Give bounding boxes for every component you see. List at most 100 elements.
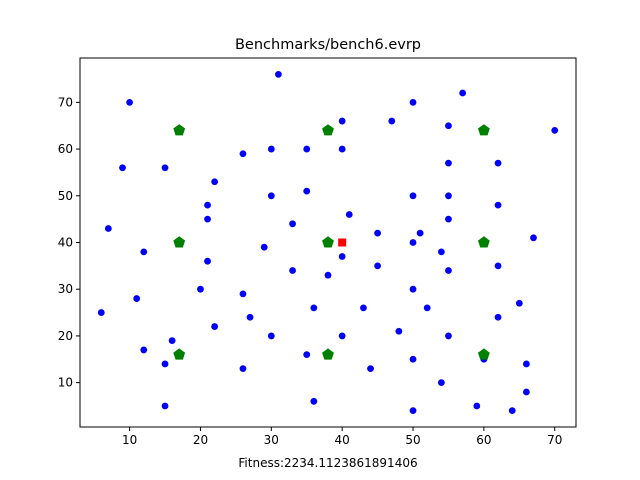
customer-point: [530, 234, 537, 242]
customer-point: [289, 267, 296, 274]
station-point: [173, 236, 186, 248]
customer-point: [211, 323, 219, 330]
customer-point: [275, 70, 282, 78]
customer-point: [437, 248, 445, 256]
customer-point: [551, 126, 559, 134]
customer-point: [388, 117, 396, 125]
customer-point: [246, 313, 254, 321]
chart-title: Benchmarks/bench6.evrp: [235, 37, 421, 53]
series-pentagon: [173, 124, 490, 360]
customer-point: [133, 295, 141, 302]
y-tick-label: 30: [58, 282, 73, 296]
x-tick-label: 30: [264, 433, 279, 447]
customer-point: [338, 332, 346, 340]
customer-point: [140, 248, 148, 256]
station-point: [173, 124, 186, 136]
customer-point: [409, 98, 417, 106]
customer-point: [303, 145, 311, 153]
x-tick-label: 20: [193, 433, 208, 447]
x-tick-label: 70: [547, 433, 562, 447]
y-tick-label: 60: [58, 142, 73, 156]
x-tick-label: 10: [122, 433, 137, 447]
series-square: [338, 238, 347, 247]
customer-point: [338, 253, 346, 260]
customer-point: [409, 355, 417, 363]
customer-point: [140, 346, 148, 354]
y-tick-label: 40: [58, 236, 73, 250]
customer-point: [360, 304, 367, 312]
depot-point: [338, 238, 347, 247]
customer-point: [445, 159, 452, 167]
customer-point: [204, 201, 211, 209]
customer-point: [239, 150, 247, 158]
customer-point: [409, 239, 417, 246]
customer-point: [239, 365, 247, 373]
customer-point: [161, 360, 169, 368]
x-tick-label: 60: [476, 433, 491, 447]
customer-point: [445, 215, 452, 223]
customer-point: [445, 267, 452, 274]
chart-axes: 10 20 30 40 50 60 70 10 20 30 40 50 60 70: [58, 57, 577, 447]
y-tick-label: 20: [58, 329, 73, 343]
customer-point: [97, 309, 105, 316]
series-circle: [97, 70, 559, 415]
customer-point: [523, 388, 530, 396]
customer-point: [508, 407, 516, 415]
customer-point: [303, 187, 311, 195]
customer-point: [267, 192, 275, 200]
station-point: [322, 236, 334, 248]
customer-point: [423, 304, 431, 312]
station-point: [173, 348, 186, 360]
chart-marks: [97, 70, 559, 415]
station-point: [322, 348, 334, 360]
customer-point: [409, 192, 417, 200]
customer-point: [338, 117, 346, 125]
station-point: [477, 124, 490, 136]
customer-point: [515, 299, 523, 307]
customer-point: [494, 313, 502, 321]
customer-point: [197, 285, 204, 293]
customer-point: [126, 98, 133, 106]
y-tick-label: 10: [58, 376, 73, 390]
customer-point: [239, 290, 247, 298]
customer-point: [168, 337, 176, 344]
customer-point: [161, 164, 169, 172]
y-tick-label: 70: [58, 95, 73, 109]
customer-point: [445, 332, 452, 340]
y-tick-label: 50: [58, 189, 73, 203]
customer-point: [211, 178, 219, 186]
customer-point: [409, 285, 417, 293]
customer-point: [310, 397, 318, 405]
x-tick-label: 50: [405, 433, 420, 447]
customer-point: [367, 365, 374, 373]
customer-point: [494, 159, 502, 167]
customer-point: [459, 89, 467, 97]
customer-point: [260, 243, 268, 251]
customer-point: [445, 192, 452, 200]
customer-point: [267, 145, 275, 153]
customer-point: [119, 164, 126, 172]
customer-point: [395, 327, 403, 335]
customer-point: [523, 360, 530, 368]
station-point: [477, 236, 490, 248]
x-tick-label: 40: [335, 433, 350, 447]
customer-point: [267, 332, 275, 340]
customer-point: [338, 145, 346, 153]
station-point: [477, 348, 490, 360]
customer-point: [437, 379, 445, 387]
customer-point: [374, 229, 381, 237]
customer-point: [289, 220, 296, 228]
station-point: [322, 124, 334, 136]
customer-point: [345, 211, 353, 218]
customer-point: [310, 304, 318, 312]
customer-point: [494, 262, 502, 270]
customer-point: [409, 407, 417, 415]
customer-point: [303, 351, 311, 359]
customer-point: [324, 271, 332, 279]
customer-point: [473, 402, 481, 410]
customer-point: [161, 402, 169, 410]
customer-point: [204, 215, 211, 223]
